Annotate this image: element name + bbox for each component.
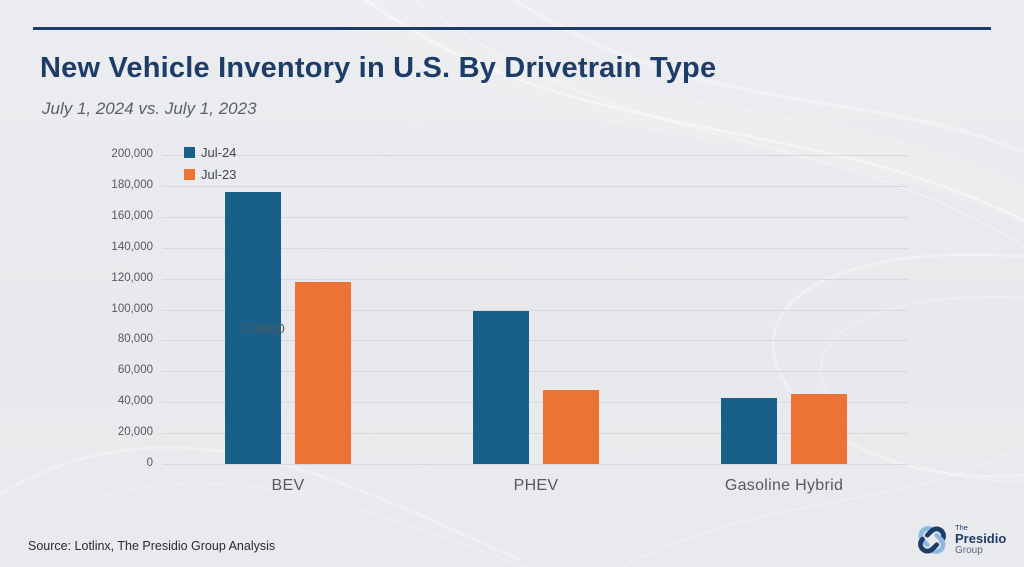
logo-wordmark: The Presidio Group (955, 524, 1006, 557)
legend-item: Jul-23 (184, 163, 236, 185)
bar-jul-24-bev (225, 192, 281, 464)
top-accent-rule (33, 27, 991, 30)
y-axis-tick-label: 0 (146, 457, 153, 469)
logo-line-the: The (955, 522, 968, 532)
x-axis-category-label: Gasoline Hybrid (724, 477, 844, 494)
presidio-pinwheel-icon (913, 521, 951, 559)
x-axis-category-label: BEV (271, 477, 305, 494)
gridline (162, 402, 908, 404)
page-subtitle: July 1, 2024 vs. July 1, 2023 (42, 99, 257, 118)
legend-swatch-icon (184, 168, 195, 180)
source-note: Source: Lotlinx, The Presidio Group Anal… (28, 539, 276, 553)
bar-jul-23-gasoline-hybrid (791, 394, 847, 464)
x-axis-category-label: PHEV (513, 477, 559, 494)
gridline (162, 185, 908, 187)
y-axis-tick-label: 200,000 (111, 148, 153, 160)
y-axis-tick-label: 160,000 (111, 209, 153, 222)
y-axis-tick-label: 20,000 (117, 426, 153, 439)
bar-jul-24-gasoline-hybrid (721, 398, 777, 464)
legend-label: Jul-23 (201, 166, 237, 182)
gridline (162, 309, 908, 311)
y-axis-tick-label: 60,000 (117, 364, 153, 377)
gridline (162, 216, 908, 218)
logo-line-group: Group (955, 545, 983, 557)
gridline (162, 464, 908, 465)
gridline (162, 247, 908, 249)
y-axis-tick-label: 80,000 (117, 333, 153, 346)
bar-jul-23-bev (295, 282, 351, 464)
presidio-group-logo: The Presidio Group (913, 521, 1006, 559)
gridline (162, 278, 908, 280)
chart-legend: Jul-24 Jul-23 (184, 141, 236, 185)
legend-swatch-icon (184, 146, 195, 158)
y-axis-tick-label: 100,000 (111, 302, 153, 315)
gridline (162, 155, 908, 156)
logo-line-presidio: Presidio (955, 531, 1007, 547)
legend-label: Jul-24 (201, 144, 237, 160)
legend-item: Jul-24 (184, 141, 236, 163)
y-axis-tick-label: 180,000 (111, 178, 153, 191)
gridline (162, 371, 908, 373)
gridline (162, 340, 908, 342)
bar-jul-24-phev (473, 311, 529, 464)
gridline (162, 433, 908, 435)
y-axis-tick-label: 40,000 (117, 395, 153, 408)
y-axis-tick-label: 120,000 (111, 271, 153, 284)
y-axis-tick-label: 140,000 (111, 240, 153, 253)
page-title: New Vehicle Inventory in U.S. By Drivetr… (40, 52, 717, 84)
bar-jul-23-phev (543, 390, 599, 464)
bar-value-label: 176000 (241, 321, 285, 336)
